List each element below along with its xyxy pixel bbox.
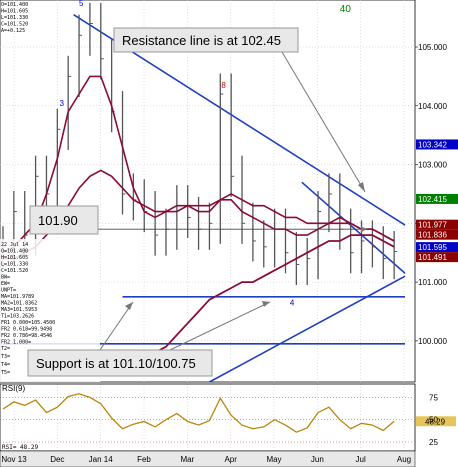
- time-axis-labels: Nov 13 Dec Jan 14 Feb Mar Apr May Jun Jul Aug: [1, 455, 411, 464]
- wave-label: 5: [79, 0, 84, 8]
- rsi-axis: 25 50 75: [429, 393, 438, 447]
- callouts: Resistance line is at 102.45 101.90 Supp…: [27, 27, 366, 377]
- support-arrowhead-2: [262, 301, 270, 307]
- data-block-line: FR2 0.618=99.9498: [1, 327, 52, 333]
- price-tag-label: 101.836: [418, 231, 447, 240]
- data-block-extra-line: T4=: [1, 362, 10, 368]
- resistance-callout: Resistance line is at 102.45: [113, 27, 366, 193]
- data-block-line: FR1 0.000=105.4500: [1, 320, 55, 326]
- horizontal-markers: [98, 226, 367, 233]
- price-tag: [416, 252, 458, 263]
- rsi-gridlines: [0, 397, 415, 443]
- support-callout-arrow-1: [99, 301, 134, 351]
- trendline: [301, 181, 406, 274]
- data-block-extra-line: T2=: [1, 346, 10, 352]
- resistance-arrowhead: [358, 182, 365, 192]
- support-callout-box: [27, 349, 213, 377]
- y-tick-label: 101.000: [418, 278, 447, 287]
- data-block-line: UNPT=: [1, 288, 16, 294]
- date-data-block: 22 Jul 14O=101.400H=101.605L=101.330C=10…: [0, 239, 100, 382]
- support-callout-arrow-2: [169, 301, 271, 351]
- data-block-extra-line: T5=: [1, 370, 10, 376]
- data-block-line: C=101.520: [1, 268, 28, 274]
- x-tick-label: Mar: [180, 455, 194, 464]
- rsi-value-tag: [416, 416, 456, 427]
- wave-label: 8: [221, 81, 226, 90]
- resistance-callout-arrow: [281, 51, 366, 193]
- x-tick-label: Aug: [397, 455, 411, 464]
- rsi-tick-label: 50: [429, 416, 438, 425]
- header-line: O=101.400: [1, 2, 28, 8]
- data-block-line: MA2=101.8362: [1, 301, 37, 307]
- price-tag-label: 102.415: [418, 195, 447, 204]
- header-line: A=+0.125: [1, 28, 25, 34]
- data-block-line: MA3=101.5953: [1, 307, 37, 313]
- y-tick-label: 100.000: [418, 337, 447, 346]
- instrument-header: O=101.400H=101.605L=101.330C=101.520A=+0…: [1, 2, 28, 34]
- data-block-line: H=101.605: [1, 255, 28, 261]
- x-tick-label: Jul: [356, 455, 366, 464]
- data-block-line: L=101.330: [1, 262, 28, 268]
- level-callout-box: [29, 205, 99, 235]
- wave-label: 40: [340, 4, 352, 15]
- data-block-date: 22 Jul 14: [1, 242, 28, 248]
- support-callout: Support is at 101.10/100.75: [27, 301, 271, 377]
- data-block-line: T1=103.2626: [1, 314, 34, 320]
- x-tick-label: Jan 14: [89, 455, 114, 464]
- header-line: L=101.330: [1, 15, 28, 21]
- x-tick-label: Nov 13: [1, 455, 27, 464]
- rsi-series-line: [2, 393, 395, 433]
- wave-label: 3: [59, 99, 64, 108]
- price-tag-label: 101.491: [418, 253, 447, 262]
- y-tick-label: 104.000: [418, 102, 447, 111]
- x-tick-label: Dec: [50, 455, 64, 464]
- time-axis: Nov 13 Dec Jan 14 Feb Mar Apr May Jun Jul Aug: [0, 450, 416, 467]
- data-block-line: BW=: [1, 275, 10, 281]
- data-block-line: MA=101.9789: [1, 294, 34, 300]
- price-tag: [416, 229, 458, 240]
- level-callout-text: 101.90: [38, 213, 78, 228]
- price-tag: [416, 219, 458, 230]
- x-tick-label: May: [266, 455, 281, 464]
- rsi-readout: RSI= 48.29: [2, 444, 39, 451]
- x-tick-label: Apr: [224, 455, 237, 464]
- price-tag: [416, 242, 458, 253]
- resistance-callout-box: [113, 27, 299, 53]
- price-tag-label: 101.595: [418, 243, 447, 252]
- price-tag: [416, 139, 458, 150]
- x-tick-label: Feb: [137, 455, 151, 464]
- trendline: [209, 275, 406, 383]
- data-block-line: O=101.400: [1, 249, 28, 255]
- price-tag: [416, 193, 458, 204]
- rsi-title: RSI(9): [2, 384, 25, 393]
- data-block-extra-line: T3=: [1, 354, 10, 360]
- data-block-line: FR2 0.786=98.4546: [1, 333, 52, 339]
- level-callout: 101.90: [29, 205, 99, 235]
- rsi-tick-label: 25: [429, 438, 438, 447]
- y-tick-label: 105.000: [418, 43, 447, 52]
- support-arrowhead-1: [125, 302, 133, 310]
- resistance-callout-text: Resistance line is at 102.45: [122, 33, 281, 48]
- price-tag-label: 101.977: [418, 221, 447, 230]
- price-plot-frame: [0, 0, 416, 383]
- level-marker-arrowhead: [360, 226, 367, 233]
- data-block-line: EW=: [1, 281, 10, 287]
- x-tick-label: Jun: [311, 455, 324, 464]
- wave-label: 4: [290, 299, 295, 308]
- wave-labels: 5 3 4 8 40: [59, 0, 351, 308]
- time-axis-strip: [0, 450, 416, 467]
- rsi-line: 48.29: [2, 393, 456, 433]
- header-line: H=101.605: [1, 9, 28, 15]
- rsi-tick-label: 75: [429, 393, 438, 402]
- data-block-line: FR2 1.000=: [1, 340, 31, 346]
- price-tag-label: 103.342: [418, 140, 447, 149]
- rsi-value-tag-label: 48.29: [425, 417, 446, 426]
- header-line: C=101.520: [1, 22, 28, 28]
- y-tick-label: 103.000: [418, 161, 447, 170]
- moving-average-line: [132, 234, 395, 366]
- support-callout-text: Support is at 101.10/100.75: [36, 356, 196, 371]
